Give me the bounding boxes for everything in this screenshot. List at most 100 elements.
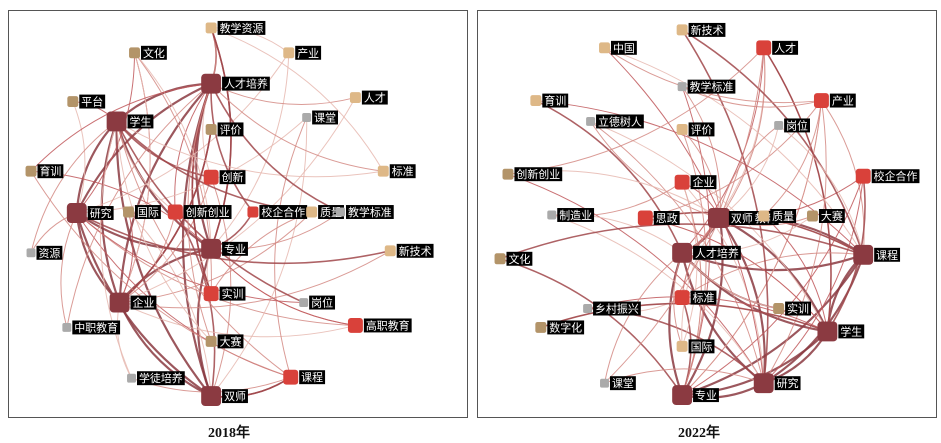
edge — [119, 250, 391, 309]
node-label-background — [222, 389, 248, 404]
edge — [115, 121, 305, 304]
node-label: 标准 — [693, 291, 715, 305]
edge — [116, 121, 384, 178]
node-label-background — [871, 169, 920, 184]
node-label-background — [309, 295, 336, 310]
edge — [681, 47, 765, 254]
network-graph-2022: 人才培养专业研究课程学生高职教育双师人才产业校企合作企业思政标准新技术中国教学标… — [494, 22, 920, 406]
node-marker — [547, 210, 557, 220]
node-label: 平台 — [81, 95, 103, 109]
edge — [128, 211, 212, 397]
edge — [30, 121, 117, 253]
node-marker — [205, 22, 217, 34]
node-label: 中职教育 — [74, 320, 118, 334]
node-label-background — [728, 211, 755, 225]
node-label-background — [687, 79, 736, 94]
node-marker — [853, 244, 874, 265]
node-label: 创新 — [222, 170, 244, 184]
node-marker — [817, 321, 838, 342]
node-marker — [302, 112, 312, 122]
node-label-background — [217, 334, 244, 349]
node-label-background — [87, 206, 114, 220]
edge — [778, 125, 864, 255]
node-label: 校企合作 — [261, 205, 305, 219]
node-label-background — [217, 122, 244, 137]
node-label-background — [690, 290, 717, 305]
node-label-background — [596, 114, 644, 129]
node: 平台 — [67, 95, 106, 109]
node-label: 育训 — [544, 94, 566, 108]
edge — [210, 52, 290, 250]
node-label: 质量 — [772, 210, 794, 223]
node: 双师 — [707, 208, 755, 228]
node-label: 思政 — [656, 211, 678, 225]
node-label-background — [135, 205, 161, 219]
edge — [116, 121, 212, 342]
node: 创新创业 — [167, 204, 232, 220]
node: 高职教育 — [347, 317, 412, 333]
node: 产业 — [283, 45, 322, 60]
node-label: 课程 — [301, 371, 323, 384]
node-marker — [674, 290, 690, 306]
node-label-background — [219, 286, 246, 301]
node-label-background — [688, 22, 726, 37]
node-marker — [676, 340, 688, 352]
node: 人才 — [349, 91, 388, 105]
node-marker — [753, 373, 774, 394]
edge — [590, 121, 765, 384]
node-marker — [530, 95, 542, 107]
edge — [76, 52, 136, 214]
node: 专业 — [201, 238, 248, 259]
node-label-background — [312, 110, 339, 125]
node-marker — [586, 116, 596, 126]
node: 岗位 — [774, 118, 810, 132]
node-label: 研究 — [777, 376, 799, 390]
node: 大赛 — [807, 209, 845, 223]
node-marker — [26, 248, 36, 258]
node-label: 资源 — [38, 246, 60, 260]
node-label: 制造业 — [559, 208, 592, 222]
node-marker — [807, 210, 818, 222]
edge — [174, 83, 212, 213]
node-label-background — [140, 45, 167, 60]
node-label: 人才培养 — [695, 246, 739, 260]
edge — [763, 215, 828, 332]
node: 创新 — [203, 169, 246, 185]
edge — [604, 47, 765, 384]
node: 课程 — [283, 369, 326, 385]
node-label-background — [259, 205, 308, 219]
node-label-background — [693, 245, 741, 260]
node: 实训 — [773, 302, 811, 316]
node-label-background — [693, 388, 719, 403]
node-label-background — [609, 376, 636, 391]
node: 课堂 — [302, 110, 339, 125]
node-label: 育训 — [39, 164, 61, 178]
edge — [717, 125, 779, 219]
edge — [681, 252, 864, 299]
node-marker — [62, 322, 72, 332]
node-marker — [306, 206, 318, 218]
edge — [115, 121, 212, 397]
edge — [681, 100, 822, 396]
node-marker — [201, 73, 222, 94]
edge — [507, 173, 765, 384]
node-marker — [583, 304, 593, 314]
node-label: 岗位 — [311, 296, 333, 310]
node-label: 产业 — [832, 94, 854, 108]
node: 文化 — [494, 252, 533, 266]
node-label: 国际 — [691, 340, 713, 353]
node-label-background — [219, 170, 246, 185]
node-marker — [349, 92, 361, 104]
node-marker — [813, 93, 829, 109]
node-label-background — [183, 205, 232, 219]
node-marker — [600, 378, 609, 388]
node-marker — [205, 335, 217, 347]
edge — [60, 212, 78, 328]
node-label-background — [295, 45, 322, 60]
node-label-background — [542, 93, 569, 108]
node: 立德树人 — [586, 114, 644, 128]
node-marker — [167, 204, 183, 220]
node-marker — [201, 386, 222, 407]
edge — [681, 129, 721, 219]
